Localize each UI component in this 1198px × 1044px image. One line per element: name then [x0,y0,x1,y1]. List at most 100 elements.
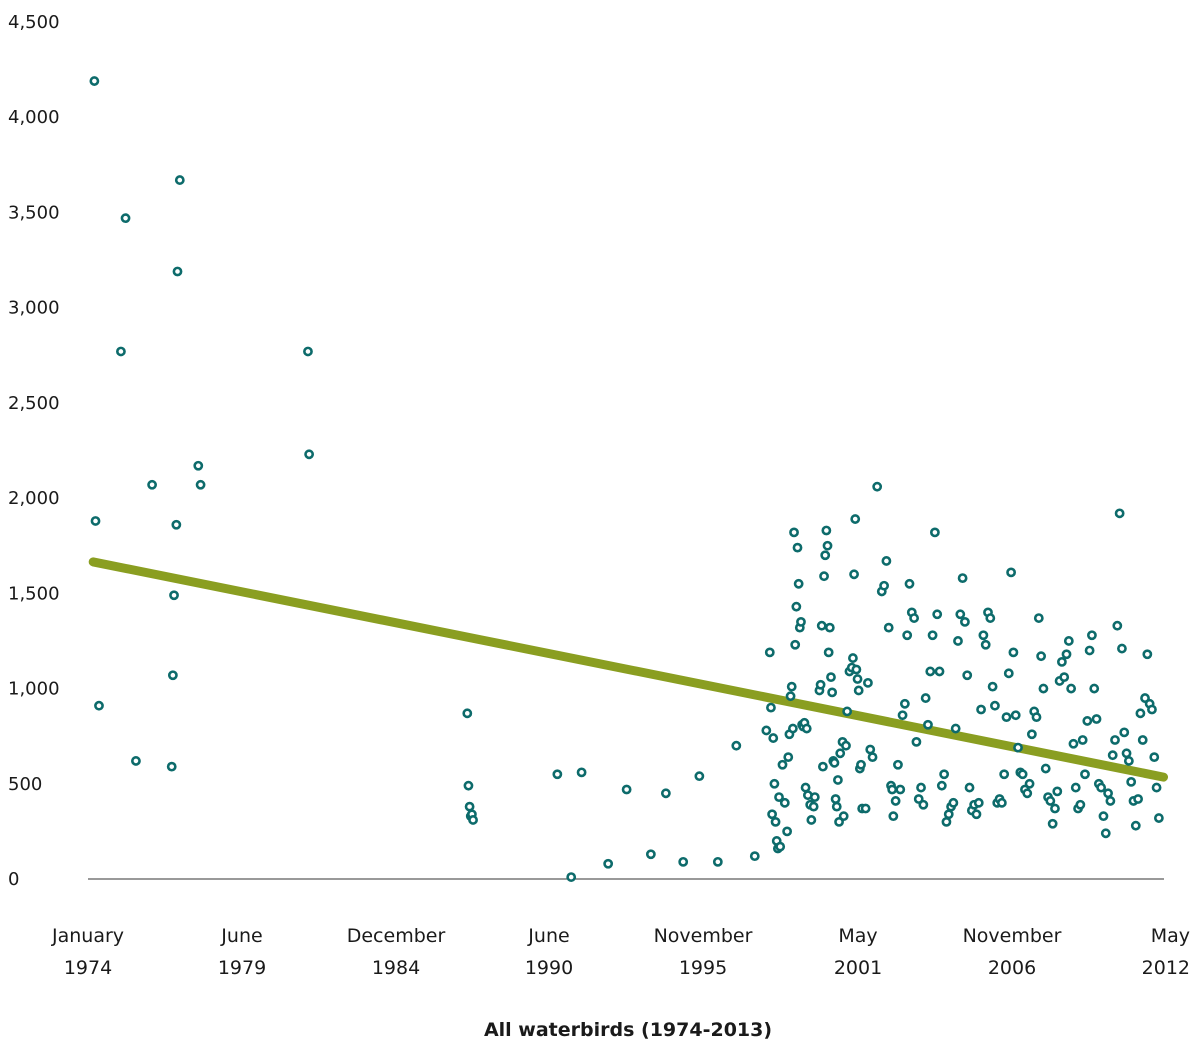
y-tick-label: 3,500 [8,202,60,223]
data-point [827,687,838,698]
data-point [785,691,796,702]
x-tick-label: November [963,925,1062,947]
data-point [147,479,157,490]
y-tick-label: 1,000 [8,679,60,700]
data-point [167,670,178,681]
data-point [1006,567,1016,578]
data-point [792,542,803,553]
data-point [809,792,820,803]
data-point [823,647,834,658]
data-point [909,613,920,623]
data-point [1117,643,1127,654]
data-point [1149,752,1160,763]
data-point [1151,782,1162,793]
data-point [1103,788,1113,799]
data-point [929,527,940,538]
data-point [833,775,843,785]
data-point [789,527,799,538]
x-tick-label: December [347,925,446,947]
data-point [1098,811,1109,822]
data-point [821,525,832,536]
data-point [766,702,776,713]
x-tick-label: 1974 [64,957,112,979]
data-point [841,740,851,751]
data-point [927,630,938,641]
x-tick: January 1974 [51,925,124,979]
data-point [1147,704,1157,715]
data-point [89,76,100,86]
data-point [90,516,101,526]
y-tick-label: 3,000 [8,298,60,319]
data-point [796,617,806,627]
x-axis-title: All waterbirds (1974-2013) [484,1019,772,1040]
data-point [1119,727,1130,738]
data-point [890,796,901,806]
data-point [941,816,952,827]
data-point [1100,828,1111,839]
x-tick: December 1984 [347,925,446,979]
plot-area [88,76,1168,882]
data-point [1130,820,1141,831]
x-tick-label: 1979 [218,957,266,979]
data-point [971,809,982,820]
data-point [842,706,853,717]
data-point [953,636,963,646]
data-point [863,677,873,688]
data-point [1031,712,1042,723]
data-point [1026,729,1037,740]
data-point [800,782,811,793]
data-point [943,809,954,820]
data-point [1107,750,1118,761]
data-point [1010,710,1021,721]
data-point [962,670,973,681]
data-point [853,685,864,696]
data-point [932,609,943,620]
data-point [603,858,614,869]
data-point [621,784,632,795]
data-point [761,725,772,736]
data-point [1045,796,1056,806]
data-point [830,794,841,804]
data-point [193,460,204,471]
data-point [920,693,931,703]
y-tick-label: 4,000 [8,107,60,128]
data-point [645,849,656,860]
data-point [1133,794,1143,804]
data-point [936,780,947,791]
data-point [94,700,104,711]
data-point [999,769,1010,780]
data-point [888,811,899,822]
data-point [1080,769,1090,780]
data-point [872,481,883,492]
data-point [1001,712,1012,723]
y-tick-label: 500 [8,774,42,795]
data-point [790,639,801,650]
x-tick-label: 2012 [1142,957,1190,979]
data-point [1063,636,1074,646]
data-point [166,761,177,772]
data-point [899,698,910,709]
data-point [904,578,915,589]
data-point [576,767,587,778]
data-point [934,666,945,677]
y-tick-label: 2,500 [8,393,60,414]
data-point [955,609,966,620]
data-point [848,653,858,663]
data-point [923,719,933,730]
data-point [303,346,313,357]
x-tick-label: 1990 [525,957,573,979]
data-point [171,519,182,530]
data-point [1091,714,1102,724]
data-point [777,759,788,770]
data-point [976,704,986,715]
data-point [1047,818,1058,829]
data-point [1061,649,1072,660]
data-point [1077,735,1088,745]
y-tick-label: 2,000 [8,488,60,509]
data-point [1059,672,1070,683]
data-point [116,346,126,357]
data-point [856,759,866,770]
data-point [660,788,671,799]
data-point [1017,769,1028,780]
data-point [1024,778,1035,789]
